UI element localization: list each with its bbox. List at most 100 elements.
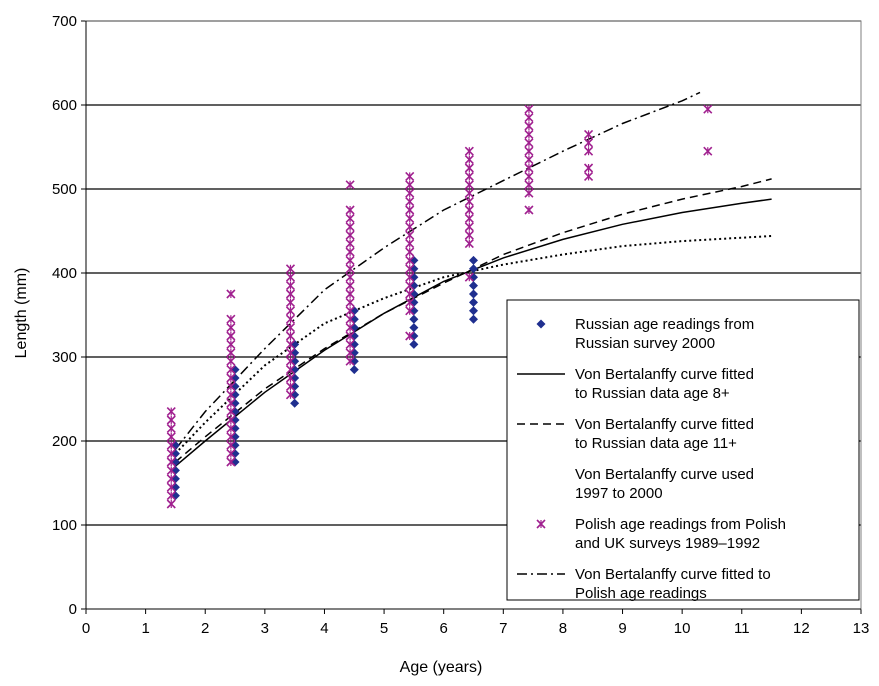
x-tick-label: 11: [734, 620, 750, 637]
data-point-polish: [285, 272, 296, 282]
data-point-russian: [290, 398, 300, 408]
data-point-polish: [166, 457, 176, 467]
data-point-polish: [405, 281, 415, 291]
data-point-polish: [405, 230, 415, 240]
data-point-polish: [166, 423, 176, 433]
legend-label: Russian survey 2000: [575, 335, 715, 352]
data-point-russian: [469, 297, 478, 307]
data-point-polish: [226, 356, 236, 366]
data-point-polish: [524, 155, 534, 165]
x-tick-label: 6: [440, 620, 448, 637]
x-tick-label: 5: [380, 620, 388, 637]
data-point-polish: [166, 415, 176, 425]
data-point-polish: [405, 247, 415, 257]
data-point-polish: [345, 289, 355, 299]
data-point-russian: [469, 314, 478, 324]
data-point-polish: [166, 449, 176, 459]
point-layer: [166, 104, 713, 509]
data-point-polish: [524, 205, 534, 215]
data-point-polish: [226, 314, 236, 324]
x-tick-label: 7: [499, 620, 507, 637]
curve-line: [174, 91, 701, 450]
data-point-polish: [583, 138, 594, 148]
y-tick-label: 500: [52, 181, 77, 198]
x-tick-label: 1: [141, 620, 149, 637]
data-point-polish: [345, 297, 355, 307]
data-point-polish: [226, 398, 236, 408]
data-point-polish: [285, 323, 296, 333]
data-point-polish: [524, 163, 534, 173]
x-tick-label: 9: [618, 620, 626, 637]
data-point-polish: [345, 247, 355, 257]
legend-marker: [536, 519, 546, 529]
data-point-polish: [405, 306, 415, 316]
legend-marker: [536, 319, 546, 329]
y-tick-label: 600: [52, 97, 77, 114]
legend-label: Von Bertalanffy curve fitted: [575, 416, 754, 433]
data-point-polish: [464, 163, 474, 173]
data-point-polish: [405, 289, 415, 299]
data-point-polish: [405, 255, 415, 265]
data-point-polish: [166, 407, 176, 417]
data-point-polish: [285, 390, 296, 400]
data-point-polish: [345, 205, 355, 215]
data-point-polish: [226, 432, 236, 442]
data-point-polish: [464, 180, 474, 190]
data-point-polish: [464, 230, 474, 240]
legend: Russian age readings from Russian survey …: [506, 299, 860, 602]
data-point-polish: [345, 281, 355, 291]
data-point-polish: [464, 146, 474, 156]
data-point-polish: [226, 339, 236, 349]
data-point-polish: [405, 197, 415, 207]
x-tick-label: 0: [82, 620, 90, 637]
data-point-polish: [285, 281, 296, 291]
data-point-polish: [345, 323, 355, 333]
data-point-polish: [166, 474, 176, 484]
y-tick-label: 100: [52, 517, 77, 534]
data-point-polish: [226, 390, 236, 400]
data-point-polish: [583, 171, 594, 181]
data-point-polish: [226, 449, 236, 459]
legend-label: to Russian data age 11+: [575, 435, 737, 452]
data-point-polish: [345, 222, 355, 232]
y-axis-title: Length (mm): [13, 268, 30, 359]
data-point-polish: [345, 264, 355, 274]
data-point-polish: [285, 264, 296, 274]
data-point-polish: [405, 213, 415, 223]
data-point-polish: [405, 171, 415, 181]
data-point-polish: [405, 272, 415, 282]
data-point-polish: [464, 155, 474, 165]
legend-box: [506, 299, 860, 601]
data-point-polish: [405, 297, 415, 307]
data-point-polish: [285, 289, 296, 299]
data-point-polish: [345, 239, 355, 249]
data-point-polish: [226, 381, 236, 391]
data-point-polish: [226, 323, 236, 333]
data-point-polish: [703, 146, 713, 156]
legend-label: Russian age readings from: [575, 316, 754, 333]
data-point-russian: [469, 281, 478, 291]
data-point-polish: [285, 365, 296, 375]
data-point-polish: [583, 129, 594, 139]
x-tick-label: 2: [201, 620, 209, 637]
data-point-polish: [464, 222, 474, 232]
y-tick-label: 700: [52, 13, 77, 30]
data-point-polish: [166, 432, 176, 442]
data-point-polish: [345, 356, 355, 366]
data-point-polish: [345, 314, 355, 324]
legend-label: and UK surveys 1989–1992: [575, 535, 760, 552]
data-point-polish: [226, 440, 236, 450]
data-point-polish: [226, 331, 236, 341]
x-tick-label: 8: [559, 620, 567, 637]
y-tick-label: 400: [52, 265, 77, 282]
data-point-russian: [469, 289, 478, 299]
data-point-polish: [345, 306, 355, 316]
data-point-polish: [226, 348, 236, 358]
data-point-polish: [285, 314, 296, 324]
legend-label: Von Bertalanffy curve fitted to: [575, 566, 771, 583]
data-point-polish: [524, 129, 534, 139]
legend-label: 1997 to 2000: [575, 485, 663, 502]
data-point-polish: [405, 188, 415, 198]
data-point-polish: [226, 423, 236, 433]
data-point-polish: [345, 255, 355, 265]
